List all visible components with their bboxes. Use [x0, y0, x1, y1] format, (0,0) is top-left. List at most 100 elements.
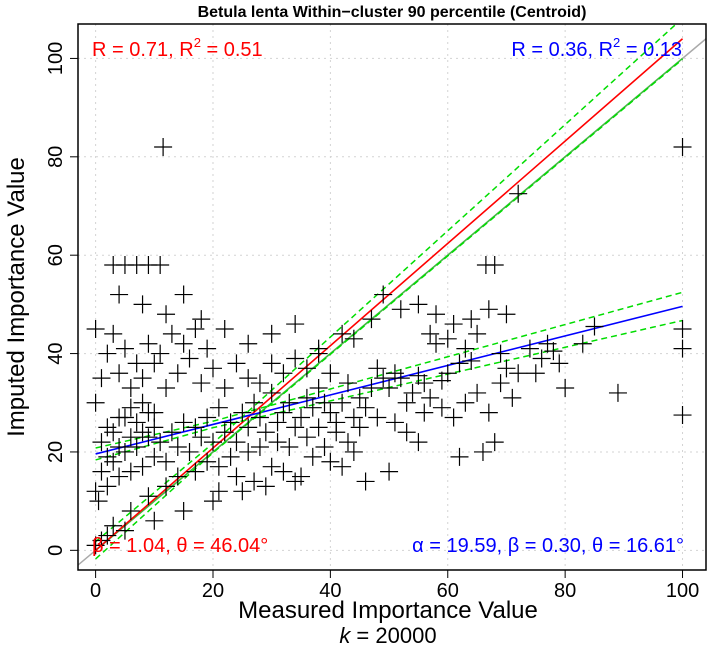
data-point	[239, 334, 258, 353]
data-point	[468, 324, 487, 343]
data-point	[526, 364, 545, 383]
data-point	[98, 344, 117, 363]
data-point	[368, 408, 387, 427]
data-point	[139, 334, 158, 353]
data-point	[509, 184, 528, 203]
data-point	[479, 300, 498, 319]
data-point	[256, 477, 275, 496]
data-point	[92, 462, 111, 481]
data-point	[286, 315, 305, 334]
data-point	[174, 285, 193, 304]
data-point	[186, 319, 205, 338]
data-point	[368, 359, 387, 378]
data-point	[303, 398, 322, 417]
data-point	[127, 438, 146, 457]
data-point	[209, 398, 228, 417]
data-point	[286, 349, 305, 368]
data-point	[133, 369, 152, 388]
data-point	[186, 418, 205, 437]
blue-correlation-label: R = 0.36, R2 = 0.13	[511, 35, 682, 61]
data-point	[415, 403, 434, 422]
data-point	[145, 511, 164, 530]
data-point	[268, 433, 287, 452]
data-point	[86, 319, 105, 338]
x-tick-label: 40	[319, 580, 341, 602]
data-point	[174, 501, 193, 520]
data-point	[292, 408, 311, 427]
data-point	[221, 447, 240, 466]
data-point	[444, 315, 463, 334]
data-point	[274, 364, 293, 383]
data-point	[280, 393, 299, 412]
data-point	[154, 137, 173, 156]
k-symbol: k	[339, 623, 351, 648]
data-point	[497, 305, 516, 324]
data-point	[157, 477, 176, 496]
data-point	[297, 428, 316, 447]
data-point	[245, 472, 264, 491]
data-point	[133, 423, 152, 442]
data-point	[86, 482, 105, 501]
data-point	[233, 482, 252, 501]
data-point	[456, 393, 475, 412]
data-point	[209, 482, 228, 501]
data-point	[509, 364, 528, 383]
data-point	[180, 349, 199, 368]
y-axis-label: Imputed Importance Value	[3, 157, 30, 437]
data-point	[227, 433, 246, 452]
data-point	[520, 339, 539, 358]
data-point	[274, 403, 293, 422]
data-point	[491, 374, 510, 393]
data-point	[203, 433, 222, 452]
data-point	[397, 423, 416, 442]
data-point	[115, 521, 134, 540]
data-point	[121, 379, 140, 397]
data-point	[192, 310, 211, 329]
data-point	[168, 364, 187, 383]
data-point	[338, 374, 357, 393]
y-tick-label: 100	[45, 42, 67, 75]
data-point	[104, 423, 123, 442]
data-point	[250, 438, 269, 457]
data-point	[321, 364, 340, 383]
data-point	[303, 447, 322, 466]
data-point	[380, 379, 399, 397]
data-point	[139, 403, 158, 422]
data-point	[350, 388, 369, 407]
data-point	[309, 418, 328, 437]
data-point	[444, 408, 463, 427]
data-point	[350, 418, 369, 437]
y-tick-label: 80	[45, 146, 67, 168]
data-point	[110, 364, 129, 383]
data-point	[321, 403, 340, 422]
data-point	[133, 295, 152, 314]
x-axis-label: Measured Importance Value	[238, 597, 538, 624]
data-point	[98, 447, 117, 466]
data-point	[473, 442, 492, 461]
data-point	[409, 295, 428, 314]
data-point	[397, 393, 416, 412]
data-point	[374, 369, 393, 388]
data-point	[92, 433, 111, 452]
data-point	[585, 317, 604, 336]
data-point	[174, 413, 193, 432]
data-point	[168, 438, 187, 457]
data-point	[476, 256, 495, 275]
data-point	[315, 393, 334, 412]
data-point	[485, 433, 504, 452]
blue-r2-value: = 0.13	[620, 39, 682, 61]
data-point	[192, 428, 211, 447]
data-point	[192, 374, 211, 393]
data-point	[180, 442, 199, 461]
data-point	[309, 379, 328, 397]
data-point	[145, 354, 164, 373]
data-point	[239, 442, 258, 461]
data-point	[385, 413, 404, 432]
data-point	[145, 447, 164, 466]
data-point	[362, 379, 381, 397]
data-point	[338, 433, 357, 452]
data-point	[104, 324, 123, 343]
data-point	[462, 351, 481, 370]
